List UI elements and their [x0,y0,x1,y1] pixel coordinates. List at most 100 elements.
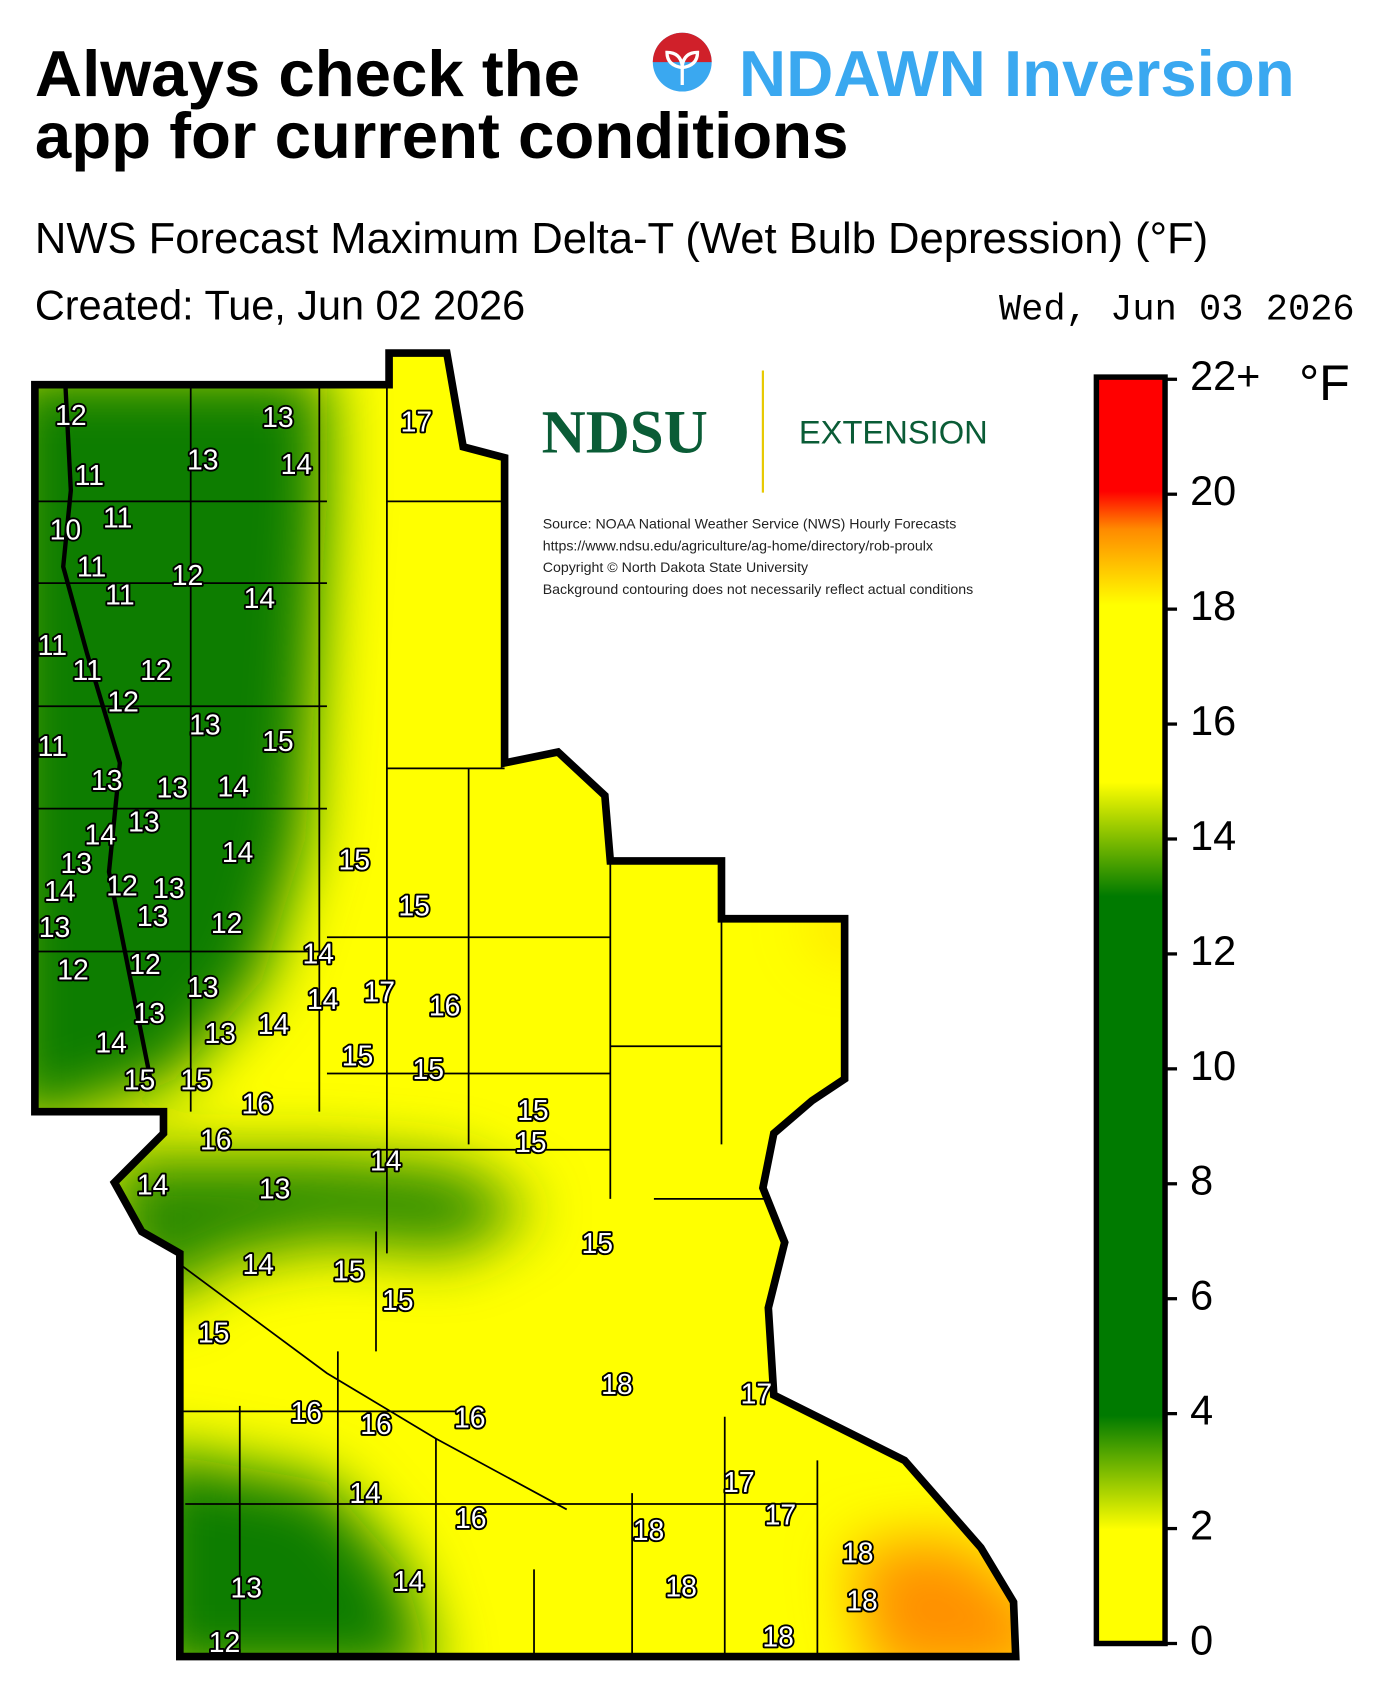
station-value: 14 [258,1009,290,1041]
forecast-date: Wed, Jun 03 2026 [999,289,1355,331]
colorbar-unit: °F [1299,355,1350,411]
subtitle: NWS Forecast Maximum Delta-T (Wet Bulb D… [35,215,1208,263]
station-value: 13 [61,848,93,880]
station-value: 14 [243,1249,275,1281]
colorbar-tick-label: 0 [1190,1617,1213,1663]
station-value: 13 [39,912,71,944]
station-value: 11 [77,551,106,583]
colorbar-tick-label: 18 [1190,583,1236,629]
station-value: 17 [364,976,396,1008]
colorbar-tick-label: 10 [1190,1043,1236,1089]
colorbar-tick-label: 2 [1190,1503,1213,1549]
station-value: 16 [454,1403,486,1435]
station-value: 15 [198,1318,230,1350]
station-value: 17 [401,406,433,438]
station-value: 13 [187,972,219,1004]
station-value: 14 [307,984,339,1016]
station-value: 16 [241,1089,273,1121]
station-value: 13 [156,773,188,805]
created-date: Created: Tue, Jun 02 2026 [35,282,525,328]
station-value: 18 [665,1571,697,1603]
station-value: 15 [413,1054,445,1086]
station-value: 15 [180,1065,212,1097]
station-value: 16 [360,1409,392,1441]
colorbar [1093,374,1168,1647]
station-value: 13 [231,1573,263,1605]
colorbar-tick-label: 22+ [1190,353,1260,399]
source-note: Source: NOAA National Weather Service (N… [543,517,957,533]
station-value: 18 [846,1586,878,1618]
station-value: 12 [106,871,138,903]
ndsu-logo: NDSU EXTENSION [542,370,988,493]
station-value: 16 [200,1125,232,1157]
source-note: https://www.ndsu.edu/agriculture/ag-home… [543,538,933,554]
station-value: 13 [204,1018,236,1050]
station-value: 14 [393,1566,425,1598]
station-value: 13 [91,765,123,797]
station-value: 14 [137,1169,169,1201]
station-value: 15 [262,726,294,758]
station-value: 14 [85,819,117,851]
colorbar-tick-label: 12 [1190,928,1236,974]
station-value: 13 [259,1174,291,1206]
station-value: 16 [429,991,461,1023]
station-value: 15 [517,1095,549,1127]
logo-unit: EXTENSION [799,414,988,451]
station-value: 11 [38,630,67,662]
station-value: 12 [55,400,87,432]
colorbar-tick-label: 4 [1190,1388,1213,1434]
station-value: 12 [140,655,172,687]
colorbar-tick-label: 20 [1190,468,1236,514]
station-value: 14 [281,449,313,481]
station-value: 17 [765,1500,797,1532]
station-value: 14 [370,1145,402,1177]
source-note: Background contouring does not necessari… [543,582,973,598]
station-value: 14 [349,1478,381,1510]
station-value: 13 [262,402,294,434]
station-value: 12 [172,560,204,592]
station-value: 13 [187,445,219,477]
county-lines [34,384,819,1657]
station-value: 12 [209,1627,241,1659]
station-value: 15 [515,1127,547,1159]
station-value: 15 [124,1065,156,1097]
station-value: 13 [189,709,221,741]
station-value: 14 [222,837,254,869]
station-value: 11 [75,460,104,492]
station-value: 11 [105,580,134,612]
app-name[interactable]: NDAWN Inversion [739,37,1295,110]
source-notes: Source: NOAA National Weather Service (N… [543,517,973,598]
station-value: 11 [38,731,67,763]
station-value: 14 [44,876,76,908]
station-value: 15 [581,1228,613,1260]
station-value: 14 [95,1028,127,1060]
station-value: 12 [211,908,243,940]
station-value: 16 [455,1503,487,1535]
station-value: 13 [128,806,160,838]
station-value: 12 [107,687,139,719]
app-icon [652,32,712,92]
station-value: 14 [244,583,276,615]
colorbar-ticks: 0 2 4 6 8 10 12 14 16 18 20 22+ [1165,353,1260,1663]
station-value: 13 [134,998,166,1030]
colorbar-tick-label: 6 [1190,1273,1213,1319]
station-value: 18 [762,1622,794,1654]
station-value: 16 [290,1397,322,1429]
station-value: 15 [338,845,370,877]
station-value: 18 [842,1538,874,1570]
station-value: 11 [72,655,101,687]
colorbar-tick-label: 8 [1190,1158,1213,1204]
logo-name: NDSU [542,399,708,466]
station-value: 14 [302,938,334,970]
source-note: Copyright © North Dakota State Universit… [543,560,809,576]
station-value: 17 [723,1467,755,1499]
station-value: 18 [633,1515,665,1547]
station-value: 12 [129,949,161,981]
station-value: 15 [382,1285,414,1317]
station-value: 15 [398,890,430,922]
station-value: 13 [153,873,185,905]
station-value: 15 [342,1041,374,1073]
title-line2: app for current conditions [35,99,849,172]
